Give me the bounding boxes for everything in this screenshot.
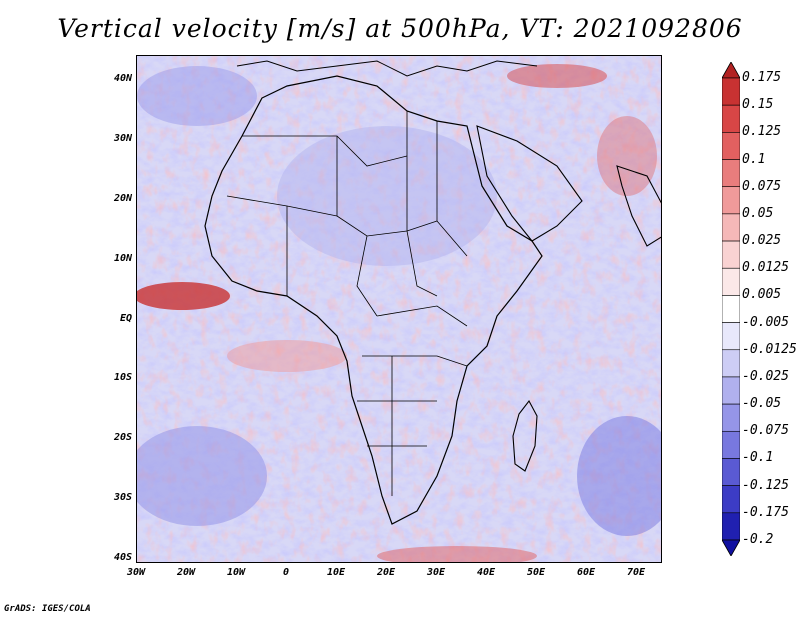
ascent-region-north: [507, 64, 607, 88]
ascent-region-india: [597, 116, 657, 196]
subsidence-region-sahara: [277, 126, 497, 266]
lat-tick-label: 40N: [113, 73, 132, 84]
lon-tick-label: 70E: [626, 567, 646, 578]
colorbar-segment: [722, 186, 740, 215]
subsidence-region-southwest: [137, 426, 267, 526]
lat-tick-label: 20S: [113, 432, 132, 444]
lon-tick-label: 50E: [526, 567, 546, 578]
colorbar-segment: [722, 485, 740, 514]
colorbar-level-label: -0.2: [742, 532, 774, 547]
lon-tick-label: 10E: [326, 567, 346, 578]
colorbar-segment: [722, 376, 740, 405]
lat-tick-label: EQ: [119, 312, 132, 324]
lat-tick-label: 10N: [113, 252, 132, 264]
colorbar-segment: [722, 295, 740, 323]
colorbar-segment: [722, 349, 740, 378]
colorbar-level-label: -0.0125: [742, 341, 797, 357]
colorbar-level-label: 0.15: [742, 97, 774, 113]
madagascar-coastline: [512, 399, 538, 472]
colorbar-level-label: 0.005: [742, 287, 782, 303]
colorbar-segment: [722, 458, 740, 486]
colorbar-segment: [722, 240, 740, 269]
lon-tick-label: 20W: [176, 567, 196, 578]
lon-tick-label: 30W: [126, 567, 146, 578]
lat-tick-label: 10S: [113, 372, 132, 384]
map-plot-area: [136, 55, 662, 563]
colorbar-segment: [722, 322, 740, 351]
colorbar-level-label: -0.075: [742, 423, 789, 439]
colorbar-segment: [722, 132, 740, 160]
colorbar-level-label: -0.175: [742, 504, 789, 520]
europe-coastline: [236, 60, 538, 77]
ascent-region-west-africa: [137, 282, 230, 310]
colorbar-segment: [722, 267, 740, 296]
subsidence-region-southeast: [577, 416, 661, 536]
colorbar-segment: [722, 77, 740, 106]
colorbar-level-label: 0.1: [742, 151, 766, 167]
lat-tick-label: 30N: [113, 132, 132, 144]
colorbar-level-label: 0.0125: [742, 260, 789, 276]
colorbar-level-label: -0.025: [742, 368, 789, 384]
lat-tick-label: 20N: [113, 192, 132, 204]
india-coastline: [616, 165, 661, 247]
ascent-region-south: [377, 546, 537, 562]
colorbar-segment: [722, 213, 740, 242]
plot-title: Vertical velocity [m/s] at 500hPa, VT: 2…: [57, 14, 743, 43]
lon-tick-label: 20E: [376, 567, 396, 578]
colorbar-level-label: 0.025: [742, 233, 782, 249]
colorbar-segment: [722, 430, 740, 459]
colorbar-level-label: -0.005: [742, 314, 789, 330]
colorbar-level-label: -0.05: [742, 396, 782, 412]
colorbar-level-label: 0.175: [742, 70, 782, 85]
colorbar-segment: [722, 159, 740, 188]
colorbar: [722, 62, 740, 556]
vertical-velocity-field: [137, 56, 661, 562]
lon-tick-label: 30E: [426, 567, 446, 578]
lon-tick-label: 60E: [576, 567, 596, 578]
colorbar-level-label: 0.125: [742, 124, 782, 140]
colorbar-level-label: -0.125: [742, 477, 789, 493]
lon-tick-label: 0: [282, 567, 290, 578]
colorbar-segment: [722, 403, 740, 432]
country-borders: [226, 111, 468, 496]
lon-tick-label: 10W: [226, 567, 246, 578]
ascent-region-atlantic: [227, 340, 347, 372]
colorbar-level-label: -0.1: [742, 450, 774, 466]
colorbar-min-triangle: [722, 539, 740, 556]
software-credit: GrADS: IGES/COLA: [4, 604, 91, 614]
colorbar-segment: [722, 104, 740, 133]
africa-coastline: [204, 75, 543, 525]
arabia-coastline: [476, 125, 583, 242]
lat-tick-label: 40S: [113, 552, 132, 563]
colorbar-segment: [722, 512, 740, 541]
colorbar-level-label: 0.05: [742, 205, 774, 221]
colorbar-level-label: 0.075: [742, 178, 782, 194]
subsidence-region-northwest: [137, 66, 257, 126]
lon-tick-label: 40E: [476, 567, 496, 578]
colorbar-max-triangle: [722, 62, 740, 79]
lat-tick-label: 30S: [113, 492, 132, 504]
